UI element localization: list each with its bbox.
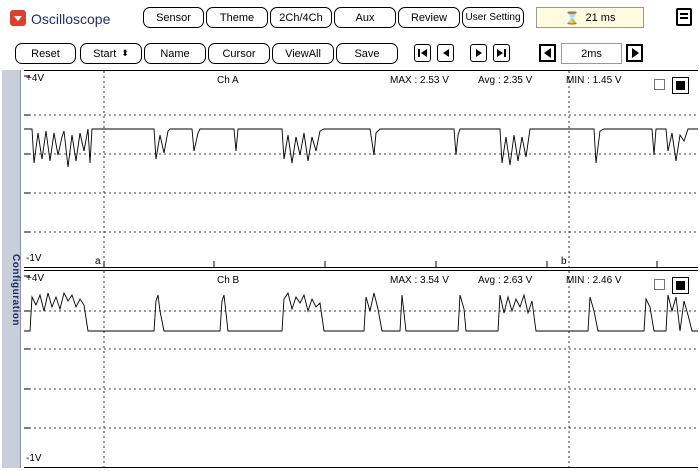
channel-a-avg: Avg : 2.35 V	[478, 75, 533, 86]
channel-a-checkbox[interactable]	[654, 79, 665, 90]
channel-a-select-box[interactable]	[672, 77, 689, 94]
step-forward-icon[interactable]	[470, 44, 487, 62]
channel-b-max: MAX : 3.54 V	[390, 275, 449, 286]
start-label: Start	[93, 47, 117, 60]
timebase-increase-icon[interactable]	[626, 44, 643, 62]
channel-a-max: MAX : 2.53 V	[390, 75, 449, 86]
channel-b-select-box[interactable]	[672, 277, 689, 294]
channel-a-trace	[24, 128, 698, 168]
updown-icon: ⬍	[121, 48, 129, 58]
channel-mode-button[interactable]: 2Ch/4Ch	[270, 7, 332, 28]
channel-b-panel[interactable]: +4V Ch B MAX : 3.54 V Avg : 2.63 V MIN :…	[24, 270, 698, 468]
channel-a-plot	[24, 71, 698, 267]
configuration-label: Configuration	[10, 253, 21, 327]
reset-button[interactable]: Reset	[15, 43, 76, 64]
channel-b-trace	[24, 291, 698, 332]
channel-a-bottom-label: -1V	[26, 253, 42, 264]
channel-b-avg: Avg : 2.63 V	[478, 275, 533, 286]
cursor-a-label[interactable]: a	[95, 256, 101, 267]
name-button[interactable]: Name	[144, 43, 206, 64]
skip-start-icon[interactable]	[414, 44, 431, 62]
channel-b-min: MIN : 2.46 V	[566, 275, 622, 286]
cursor-b-label[interactable]: b	[561, 256, 567, 267]
sampling-display: ⌛ 21 ms	[536, 7, 644, 28]
aux-button[interactable]: Aux	[334, 7, 396, 28]
sensor-button[interactable]: Sensor	[143, 7, 204, 28]
channel-b-checkbox[interactable]	[654, 279, 665, 290]
menu-icon[interactable]	[676, 8, 692, 26]
timebase-value: 2ms	[561, 43, 622, 64]
start-select[interactable]: Start ⬍	[80, 43, 142, 64]
configuration-sidebar[interactable]: Configuration	[2, 70, 21, 468]
save-button[interactable]: Save	[336, 43, 398, 64]
user-setting-button[interactable]: User Setting	[462, 7, 524, 28]
channel-b-bottom-label: -1V	[26, 453, 42, 464]
app-logo-icon[interactable]	[10, 10, 26, 26]
channel-b-name: Ch B	[217, 275, 240, 286]
channel-b-plot	[24, 271, 698, 467]
review-button[interactable]: Review	[398, 7, 460, 28]
theme-button[interactable]: Theme	[206, 7, 268, 28]
timebase-decrease-icon[interactable]	[539, 44, 556, 62]
channel-b-top-label: +4V	[26, 273, 45, 284]
channel-a-panel[interactable]: +4V Ch A MAX : 2.53 V Avg : 2.35 V MIN :…	[24, 70, 698, 268]
channel-a-name: Ch A	[217, 75, 239, 86]
app-title: Oscilloscope	[31, 11, 111, 27]
channel-a-min: MIN : 1.45 V	[566, 75, 622, 86]
skip-end-icon[interactable]	[493, 44, 510, 62]
viewall-button[interactable]: ViewAll	[272, 43, 334, 64]
sampling-value: 21 ms	[585, 11, 616, 24]
step-back-icon[interactable]	[437, 44, 454, 62]
hourglass-icon: ⌛	[564, 10, 580, 25]
cursor-button[interactable]: Cursor	[208, 43, 270, 64]
channel-a-top-label: +4V	[26, 73, 45, 84]
